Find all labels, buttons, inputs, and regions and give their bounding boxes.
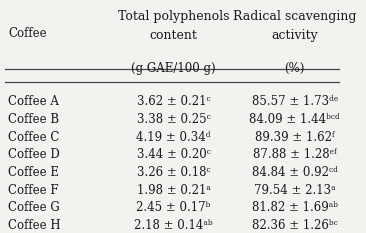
Text: Coffee F: Coffee F xyxy=(8,184,59,197)
Text: 85.57 ± 1.73ᵈᵉ: 85.57 ± 1.73ᵈᵉ xyxy=(251,95,338,108)
Text: Coffee C: Coffee C xyxy=(8,130,60,144)
Text: 87.88 ± 1.28ᵉᶠ: 87.88 ± 1.28ᵉᶠ xyxy=(253,148,337,161)
Text: 1.98 ± 0.21ᵃ: 1.98 ± 0.21ᵃ xyxy=(137,184,210,197)
Text: 3.26 ± 0.18ᶜ: 3.26 ± 0.18ᶜ xyxy=(137,166,210,179)
Text: Coffee B: Coffee B xyxy=(8,113,59,126)
Text: 81.82 ± 1.69ᵃᵇ: 81.82 ± 1.69ᵃᵇ xyxy=(252,201,338,214)
Text: 3.62 ± 0.21ᶜ: 3.62 ± 0.21ᶜ xyxy=(137,95,210,108)
Text: 79.54 ± 2.13ᵃ: 79.54 ± 2.13ᵃ xyxy=(254,184,336,197)
Text: 3.44 ± 0.20ᶜ: 3.44 ± 0.20ᶜ xyxy=(137,148,210,161)
Text: Coffee: Coffee xyxy=(8,27,47,40)
Text: 84.84 ± 0.92ᶜᵈ: 84.84 ± 0.92ᶜᵈ xyxy=(252,166,338,179)
Text: Coffee E: Coffee E xyxy=(8,166,59,179)
Text: Radical scavenging: Radical scavenging xyxy=(233,10,356,23)
Text: (%): (%) xyxy=(285,62,305,75)
Text: 89.39 ± 1.62ᶠ: 89.39 ± 1.62ᶠ xyxy=(255,130,335,144)
Text: 3.38 ± 0.25ᶜ: 3.38 ± 0.25ᶜ xyxy=(137,113,210,126)
Text: (g GAE/100 g): (g GAE/100 g) xyxy=(131,62,216,75)
Text: Coffee G: Coffee G xyxy=(8,201,60,214)
Text: Total polyphenols: Total polyphenols xyxy=(118,10,229,23)
Text: activity: activity xyxy=(272,29,318,42)
Text: 82.36 ± 1.26ᵇᶜ: 82.36 ± 1.26ᵇᶜ xyxy=(252,219,338,232)
Text: 84.09 ± 1.44ᵇᶜᵈ: 84.09 ± 1.44ᵇᶜᵈ xyxy=(250,113,340,126)
Text: 2.18 ± 0.14ᵃᵇ: 2.18 ± 0.14ᵃᵇ xyxy=(134,219,213,232)
Text: 2.45 ± 0.17ᵇ: 2.45 ± 0.17ᵇ xyxy=(137,201,211,214)
Text: Coffee A: Coffee A xyxy=(8,95,59,108)
Text: Coffee H: Coffee H xyxy=(8,219,61,232)
Text: content: content xyxy=(150,29,198,42)
Text: Coffee D: Coffee D xyxy=(8,148,60,161)
Text: 4.19 ± 0.34ᵈ: 4.19 ± 0.34ᵈ xyxy=(137,130,211,144)
